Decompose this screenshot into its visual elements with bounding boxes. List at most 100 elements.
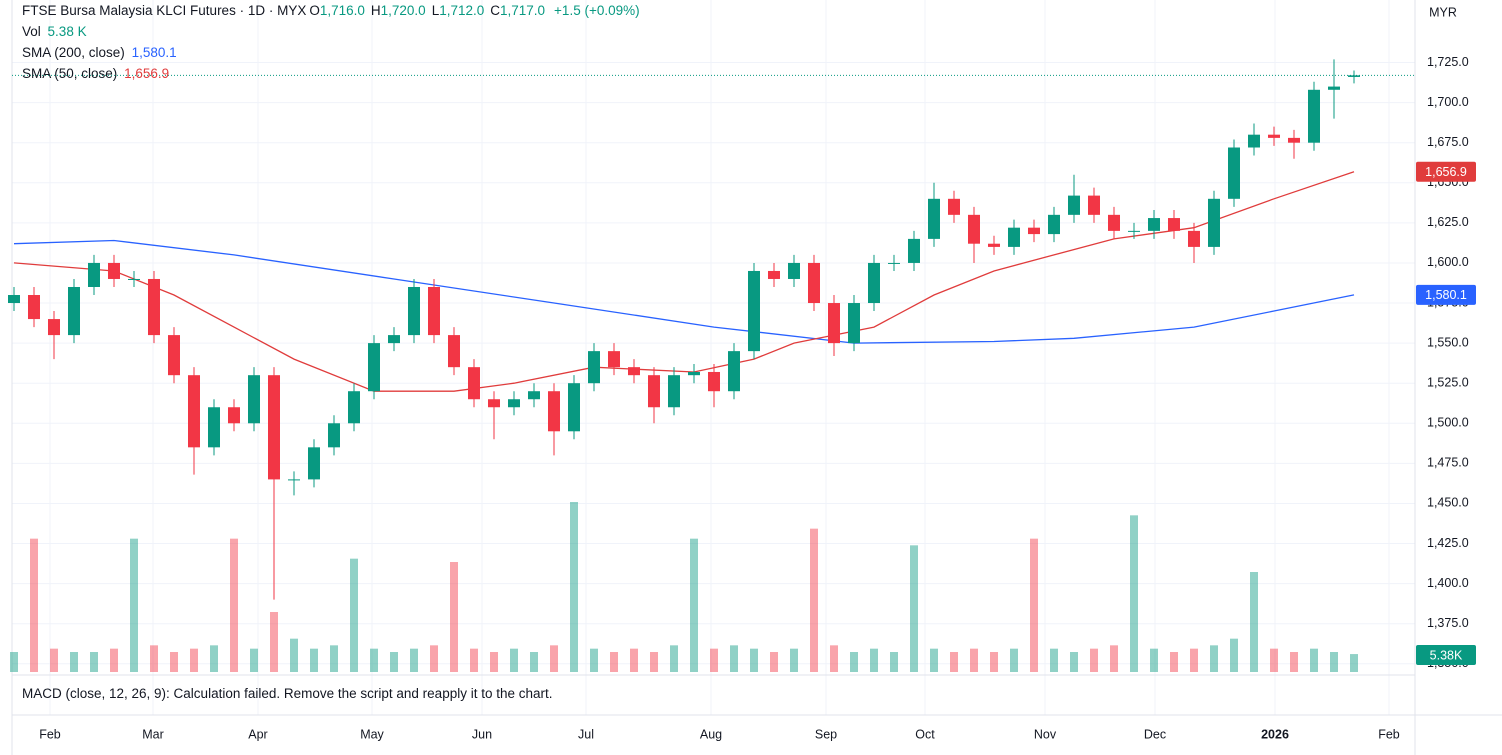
sma-tag: 1,580.1 [1425, 288, 1467, 302]
volume-bar [210, 645, 218, 672]
volume-tag: 5.38K [1430, 648, 1463, 662]
candle-body [328, 423, 340, 448]
sma-value: 1,656.9 [124, 66, 170, 81]
volume-bar [870, 648, 878, 672]
candle-body [448, 335, 460, 368]
volume-bar [450, 562, 458, 672]
y-tick-label: 1,550.0 [1427, 335, 1469, 349]
volume-bar [1110, 645, 1118, 672]
candle-body [688, 371, 700, 376]
candle-body [428, 286, 440, 336]
candle-body [408, 286, 420, 336]
candle-body [608, 351, 620, 368]
volume-bar [510, 648, 518, 672]
candle-body [188, 375, 200, 448]
candle-body [508, 399, 520, 408]
volume-bar [950, 652, 958, 672]
y-tick-label: 1,500.0 [1427, 416, 1469, 430]
sma-value: 1,580.1 [131, 45, 177, 60]
volume-bar [1290, 652, 1298, 672]
volume-bar [410, 648, 418, 672]
x-tick-label: Feb [39, 727, 61, 741]
volume-bar [830, 645, 838, 672]
sma200-legend: SMA (200, close) 1,580.1 [22, 45, 180, 60]
volume-bar [1330, 652, 1338, 672]
y-tick-label: 1,450.0 [1427, 496, 1469, 510]
sma-tag-bg [1416, 284, 1476, 305]
y-tick-label: 1,600.0 [1427, 255, 1469, 269]
x-tick-label: Aug [700, 727, 722, 741]
candle-body [248, 375, 260, 424]
candle-body [208, 407, 220, 448]
candle-body [1348, 75, 1360, 77]
candle-body [1148, 218, 1160, 231]
volume-bar [850, 652, 858, 672]
ohlc-value: 1,717.0 [500, 3, 546, 18]
volume-bar [610, 652, 618, 672]
candle-body [1108, 214, 1120, 231]
candle-body [548, 391, 560, 432]
sma-name: SMA (50, close) [22, 66, 118, 81]
x-tick-label: May [360, 727, 384, 741]
candle-body [148, 278, 160, 336]
volume-bar [150, 645, 158, 672]
volume-bar [110, 648, 118, 672]
volume-bar [470, 648, 478, 672]
sma-line [13, 171, 1355, 392]
candle-body [588, 351, 600, 384]
volume-bar [1010, 648, 1018, 672]
candle-body [768, 270, 780, 279]
volume-bar [630, 648, 638, 672]
candle-body [388, 335, 400, 344]
volume-bar [570, 502, 578, 672]
volume-bar [1210, 645, 1218, 672]
volume-bar [790, 648, 798, 672]
volume-bar [1170, 652, 1178, 672]
candle-body [968, 214, 980, 244]
y-tick-label: 1,675.0 [1427, 135, 1469, 149]
x-tick-label: Mar [142, 727, 164, 741]
candle-body [888, 262, 900, 264]
volume-bar [1270, 648, 1278, 672]
ohlc-key: O [309, 3, 320, 18]
candle-body [308, 447, 320, 480]
ohlc-value: 1,712.0 [439, 3, 485, 18]
candle-body [168, 335, 180, 376]
candle-body [108, 262, 120, 279]
volume-bar [590, 648, 598, 672]
volume-bar [1350, 654, 1358, 672]
candle-body [28, 295, 40, 320]
x-tick-label: Dec [1144, 727, 1166, 741]
candle-body [1088, 195, 1100, 215]
volume-bar [1230, 638, 1238, 672]
candle-body [1048, 214, 1060, 235]
candle-body [848, 303, 860, 344]
volume-bar [1050, 648, 1058, 672]
x-tick-label: Jul [578, 727, 594, 741]
y-tick-label: 1,475.0 [1427, 456, 1469, 470]
vol-label: Vol [22, 24, 41, 39]
candle-body [528, 391, 540, 400]
volume-bar [90, 652, 98, 672]
y-tick-label: 1,700.0 [1427, 95, 1469, 109]
sma-line [13, 239, 1355, 344]
volume-bar [1070, 652, 1078, 672]
x-tick-label: Sep [815, 727, 837, 741]
volume-bar [350, 558, 358, 672]
ohlc-key: H [370, 3, 381, 18]
x-tick-label: Oct [915, 727, 935, 741]
x-tick-label: Nov [1034, 727, 1057, 741]
y-tick-label: 1,725.0 [1427, 55, 1469, 69]
currency-label: MYR [1429, 5, 1457, 19]
candle-body [628, 367, 640, 376]
main-legend: FTSE Bursa Malaysia KLCI Futures · 1D · … [22, 3, 643, 18]
volume-bar [670, 645, 678, 672]
volume-bar [190, 648, 198, 672]
volume-bar [530, 652, 538, 672]
macd-message: MACD (close, 12, 26, 9): Calculation fai… [22, 686, 553, 701]
volume-bar [810, 528, 818, 672]
candle-body [48, 319, 60, 336]
